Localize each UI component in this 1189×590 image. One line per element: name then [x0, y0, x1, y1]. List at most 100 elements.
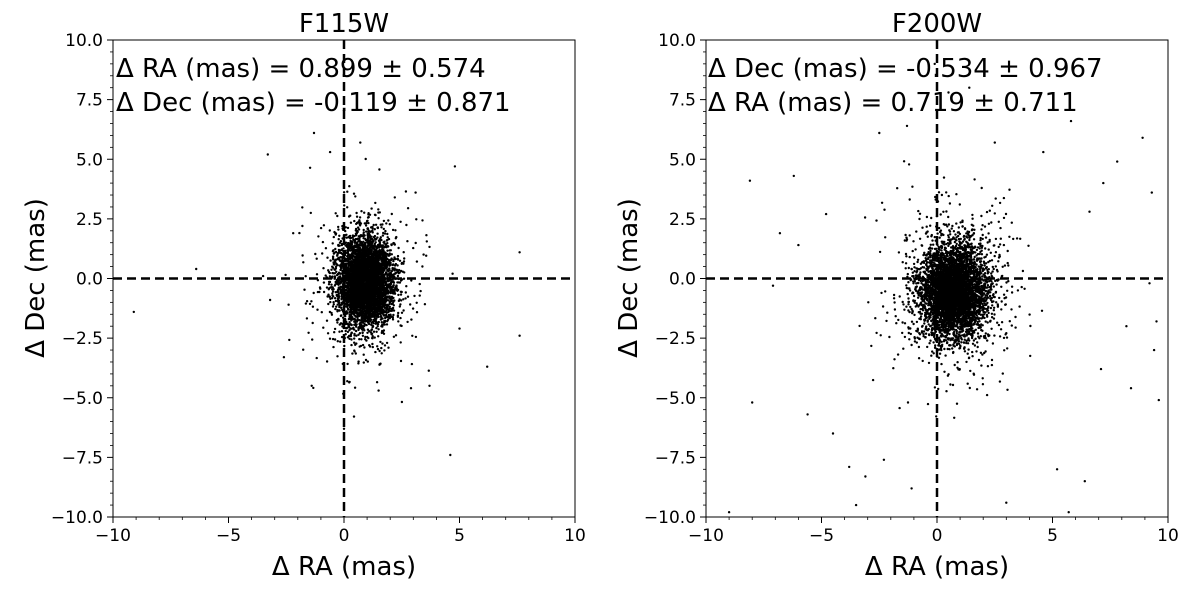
data-point: [377, 263, 380, 266]
data-point: [366, 295, 369, 298]
data-point: [339, 272, 342, 275]
data-point: [339, 240, 343, 243]
data-point: [322, 267, 325, 270]
data-point: [364, 272, 367, 275]
data-point: [371, 311, 374, 315]
data-point: [363, 286, 366, 289]
data-point: [327, 293, 330, 296]
data-point: [382, 314, 385, 317]
data-point: [360, 306, 363, 309]
data-point: [354, 324, 358, 327]
data-point: [383, 349, 386, 352]
data-point: [376, 325, 379, 328]
data-point: [337, 244, 340, 247]
data-point: [349, 255, 352, 259]
data-point: [355, 215, 359, 218]
data-point: [361, 266, 364, 269]
data-point: [325, 286, 329, 289]
data-point: [309, 211, 312, 215]
data-point: [308, 302, 312, 306]
data-point: [340, 303, 343, 306]
data-point: [342, 191, 346, 194]
data-point: [380, 321, 383, 324]
data-point: [335, 270, 338, 273]
data-point: [354, 232, 358, 236]
data-point: [348, 381, 351, 384]
data-point: [330, 311, 333, 315]
data-point: [378, 301, 381, 305]
data-point: [392, 263, 395, 266]
data-point: [332, 301, 335, 304]
data-point: [340, 306, 343, 309]
data-point: [392, 300, 395, 304]
data-point: [385, 239, 389, 242]
data-point: [332, 345, 335, 349]
data-point: [349, 221, 353, 224]
data-point: [350, 338, 353, 341]
data-point: [352, 307, 356, 310]
data-point: [361, 327, 364, 331]
data-point: [414, 241, 417, 245]
data-point: [425, 240, 428, 243]
data-point: [385, 308, 388, 312]
data-point: [372, 266, 375, 269]
data-point: [361, 249, 364, 253]
data-point: [338, 330, 341, 333]
data-point: [392, 258, 395, 261]
data-point: [351, 257, 354, 260]
data-point: [392, 284, 395, 287]
data-point: [346, 252, 350, 255]
data-point: [357, 326, 360, 330]
data-point: [386, 291, 390, 294]
data-point: [363, 329, 366, 332]
data-point: [362, 257, 365, 260]
data-point: [335, 258, 338, 261]
data-point: [409, 303, 412, 306]
data-point: [402, 309, 405, 312]
data-point: [347, 298, 350, 301]
data-point: [354, 253, 358, 256]
data-point: [375, 295, 378, 298]
data-point: [310, 300, 313, 303]
data-point: [367, 268, 371, 271]
data-point: [373, 228, 376, 231]
data-point: [358, 332, 362, 335]
data-point: [349, 284, 352, 287]
data-point: [357, 220, 360, 224]
data-point: [410, 362, 414, 366]
data-point: [321, 240, 325, 244]
data-point: [368, 312, 371, 316]
data-point: [374, 272, 377, 276]
data-point: [414, 335, 418, 339]
data-point: [333, 331, 336, 334]
data-point: [353, 219, 356, 223]
data-point: [363, 346, 366, 349]
data-point: [340, 330, 344, 333]
data-point: [385, 222, 388, 225]
data-point: [350, 305, 353, 308]
data-point: [307, 331, 310, 334]
data-point: [374, 249, 378, 252]
data-point: [372, 275, 375, 278]
data-point: [428, 245, 431, 249]
data-point: [352, 302, 355, 305]
data-point: [363, 211, 366, 214]
data-point: [385, 271, 388, 274]
data-point: [353, 291, 357, 294]
data-point: [298, 231, 301, 235]
data-point: [302, 261, 305, 264]
data-point: [396, 257, 399, 260]
data-point: [328, 295, 331, 298]
data-point: [367, 235, 370, 238]
data-point: [339, 251, 343, 255]
data-point: [402, 260, 406, 263]
data-point: [315, 257, 318, 260]
data-point: [365, 239, 369, 242]
data-point: [378, 211, 381, 214]
data-point: [380, 329, 384, 333]
data-point: [372, 247, 376, 250]
data-point: [337, 288, 340, 291]
data-point: [385, 260, 388, 263]
data-point: [358, 304, 361, 307]
data-point: [423, 303, 427, 306]
